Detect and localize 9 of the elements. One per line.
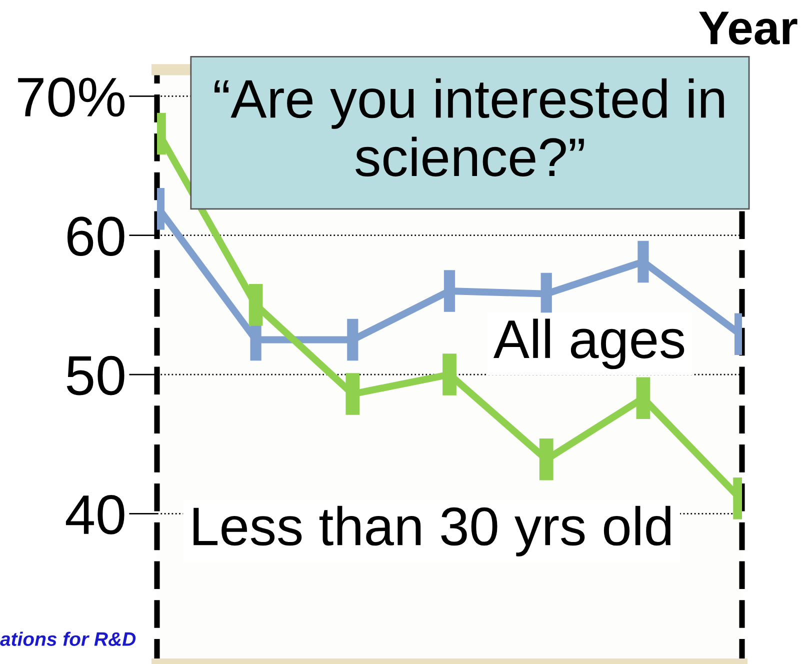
y-tick-label: 40	[66, 495, 124, 534]
text: ations for R&D	[0, 632, 136, 646]
y-tick-label: 50	[66, 356, 124, 396]
series-label: Less than 30 yrs old	[194, 506, 670, 556]
text: “Are you interested in science?”	[214, 78, 724, 177]
y-tick-label: 60	[67, 216, 124, 256]
y-tick-label: 70%	[18, 78, 124, 117]
series-label: All ages	[493, 318, 684, 370]
x-axis-title: Year	[698, 12, 798, 45]
